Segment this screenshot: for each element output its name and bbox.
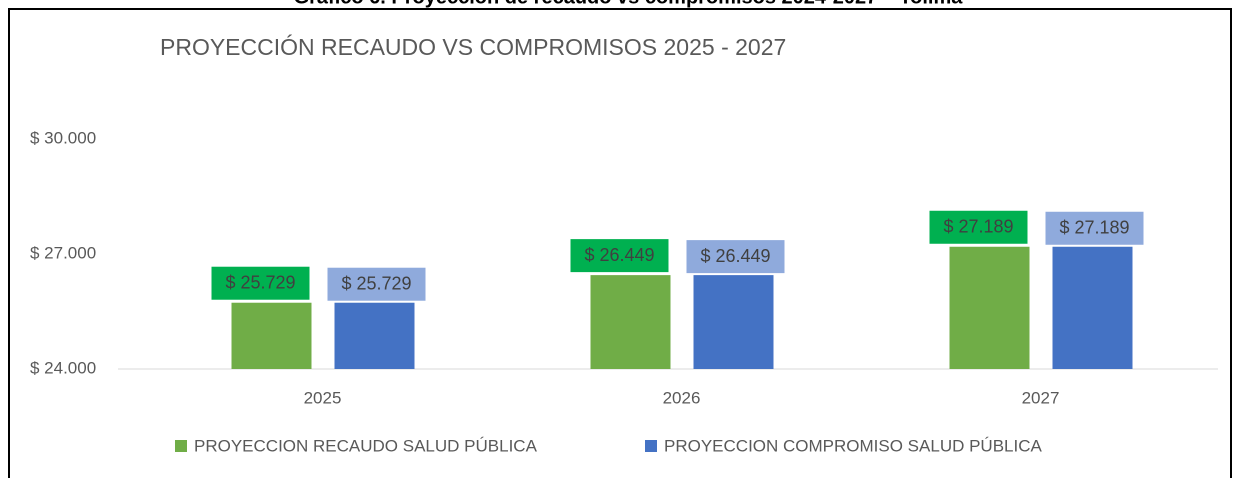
x-tick-label: 2026 [663, 388, 701, 407]
value-label-box [570, 239, 669, 273]
bar [334, 302, 415, 369]
bar [693, 275, 774, 369]
legend-swatch [645, 440, 657, 452]
value-label-box [686, 240, 785, 274]
x-tick-label: 2025 [304, 388, 342, 407]
bar [590, 275, 671, 369]
legend-swatch [175, 440, 187, 452]
value-label: $ 25.729 [225, 272, 295, 292]
y-tick-label: $ 30.000 [30, 128, 96, 147]
chart-title: PROYECCIÓN RECAUDO VS COMPROMISOS 2025 -… [160, 34, 786, 60]
caption: Gráfico 6. Proyección de recaudo vs comp… [294, 0, 964, 8]
legend-label: PROYECCION RECAUDO SALUD PÚBLICA [194, 436, 538, 455]
x-tick-label: 2027 [1022, 388, 1060, 407]
value-label: $ 25.729 [341, 273, 411, 293]
value-label-box [1045, 211, 1144, 245]
bar [949, 246, 1030, 369]
value-label: $ 27.189 [1059, 218, 1129, 238]
bar [231, 302, 312, 369]
legend-label: PROYECCION COMPROMISO SALUD PÚBLICA [664, 436, 1043, 455]
value-label-box [327, 267, 426, 301]
value-label-box [211, 266, 310, 300]
y-tick-label: $ 27.000 [30, 243, 96, 262]
value-label: $ 27.189 [943, 217, 1013, 237]
value-label-box [929, 210, 1028, 244]
value-label: $ 26.449 [700, 246, 770, 266]
y-tick-label: $ 24.000 [30, 358, 96, 377]
bar [1052, 246, 1133, 369]
value-label: $ 26.449 [584, 245, 654, 265]
